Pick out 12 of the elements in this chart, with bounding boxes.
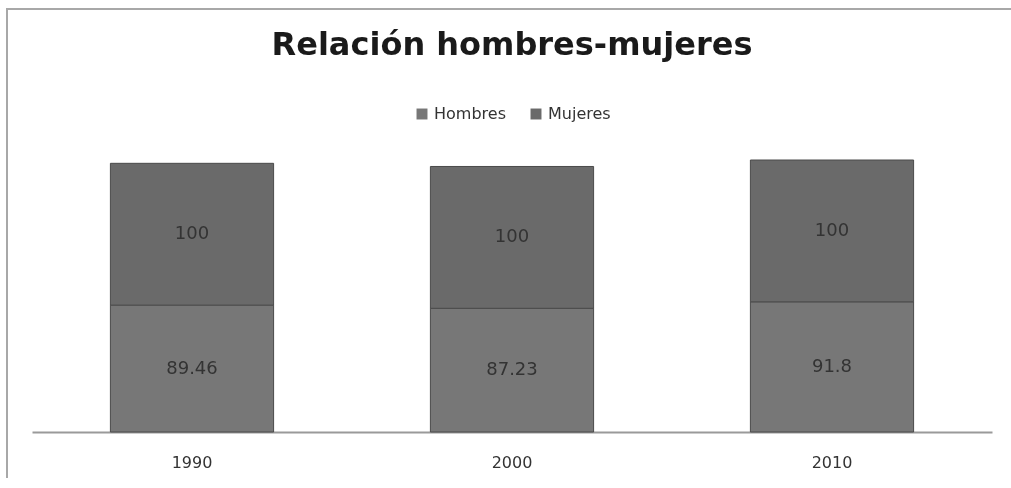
x-tick-label: 2000: [491, 452, 533, 472]
data-label: 91.8: [811, 354, 853, 376]
legend-label: Mujeres: [548, 104, 611, 123]
data-label: 100: [494, 225, 530, 247]
x-tick-label: 2010: [811, 452, 853, 472]
legend-label: Hombres: [434, 104, 506, 123]
data-label: 100: [814, 218, 850, 240]
data-label: 87.23: [486, 358, 538, 380]
data-label: 89.46: [166, 356, 218, 378]
data-label: 100: [174, 222, 210, 244]
chart-title: Relación hombres-mujeres: [271, 25, 753, 63]
x-tick-label: 1990: [171, 452, 213, 472]
